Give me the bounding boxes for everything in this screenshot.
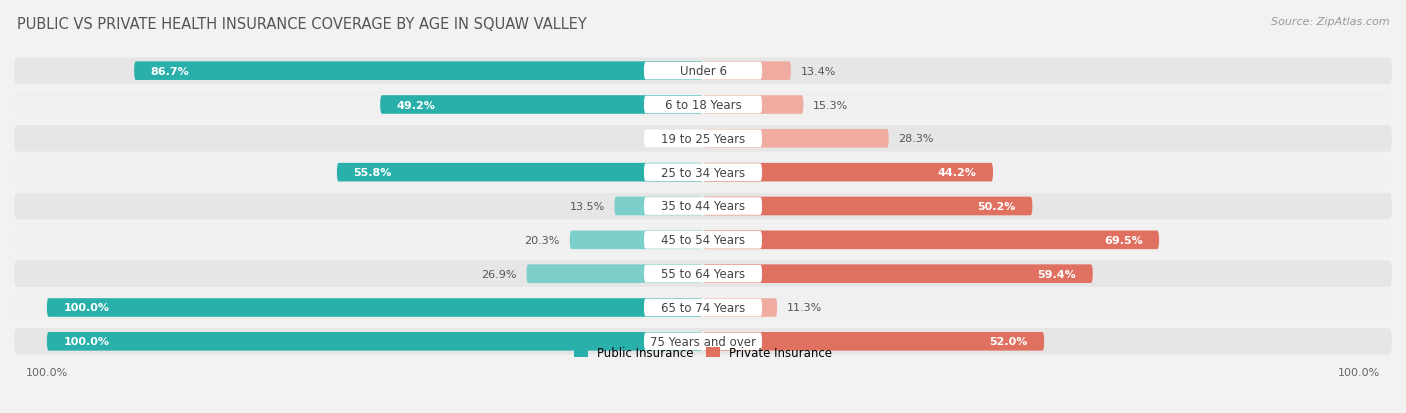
Text: 69.5%: 69.5% <box>1104 235 1143 245</box>
Text: 45 to 54 Years: 45 to 54 Years <box>661 234 745 247</box>
Text: 100.0%: 100.0% <box>63 303 110 313</box>
FancyBboxPatch shape <box>703 62 792 81</box>
FancyBboxPatch shape <box>14 193 1392 220</box>
Text: 49.2%: 49.2% <box>396 100 436 110</box>
FancyBboxPatch shape <box>703 164 993 182</box>
FancyBboxPatch shape <box>703 130 889 148</box>
FancyBboxPatch shape <box>703 299 778 317</box>
FancyBboxPatch shape <box>644 299 762 317</box>
FancyBboxPatch shape <box>14 294 1392 321</box>
FancyBboxPatch shape <box>14 159 1392 186</box>
FancyBboxPatch shape <box>703 332 1045 351</box>
FancyBboxPatch shape <box>703 231 1159 249</box>
Text: 65 to 74 Years: 65 to 74 Years <box>661 301 745 314</box>
Text: 11.3%: 11.3% <box>787 303 823 313</box>
Text: 26.9%: 26.9% <box>481 269 516 279</box>
Text: 86.7%: 86.7% <box>150 66 190 76</box>
FancyBboxPatch shape <box>644 63 762 80</box>
Text: 35 to 44 Years: 35 to 44 Years <box>661 200 745 213</box>
Text: 55.8%: 55.8% <box>353 168 392 178</box>
FancyBboxPatch shape <box>644 130 762 148</box>
FancyBboxPatch shape <box>644 265 762 283</box>
Text: 100.0%: 100.0% <box>63 337 110 347</box>
FancyBboxPatch shape <box>337 164 703 182</box>
FancyBboxPatch shape <box>703 96 803 114</box>
Text: 20.3%: 20.3% <box>524 235 560 245</box>
FancyBboxPatch shape <box>46 332 703 351</box>
FancyBboxPatch shape <box>644 333 762 350</box>
Text: 19 to 25 Years: 19 to 25 Years <box>661 133 745 145</box>
Text: 75 Years and over: 75 Years and over <box>650 335 756 348</box>
Text: 13.5%: 13.5% <box>569 202 605 211</box>
FancyBboxPatch shape <box>14 126 1392 152</box>
Text: 55 to 64 Years: 55 to 64 Years <box>661 268 745 280</box>
Text: 6 to 18 Years: 6 to 18 Years <box>665 99 741 112</box>
Legend: Public Insurance, Private Insurance: Public Insurance, Private Insurance <box>569 342 837 364</box>
FancyBboxPatch shape <box>14 92 1392 119</box>
Text: PUBLIC VS PRIVATE HEALTH INSURANCE COVERAGE BY AGE IN SQUAW VALLEY: PUBLIC VS PRIVATE HEALTH INSURANCE COVER… <box>17 17 586 31</box>
FancyBboxPatch shape <box>644 231 762 249</box>
Text: 44.2%: 44.2% <box>938 168 977 178</box>
FancyBboxPatch shape <box>14 261 1392 287</box>
Text: 52.0%: 52.0% <box>990 337 1028 347</box>
Text: 50.2%: 50.2% <box>977 202 1017 211</box>
Text: 28.3%: 28.3% <box>898 134 934 144</box>
FancyBboxPatch shape <box>703 265 1092 283</box>
Text: Source: ZipAtlas.com: Source: ZipAtlas.com <box>1271 17 1389 26</box>
FancyBboxPatch shape <box>644 164 762 182</box>
Text: 25 to 34 Years: 25 to 34 Years <box>661 166 745 179</box>
FancyBboxPatch shape <box>380 96 703 114</box>
FancyBboxPatch shape <box>569 231 703 249</box>
FancyBboxPatch shape <box>526 265 703 283</box>
FancyBboxPatch shape <box>614 197 703 216</box>
FancyBboxPatch shape <box>703 197 1032 216</box>
FancyBboxPatch shape <box>46 299 703 317</box>
FancyBboxPatch shape <box>134 62 703 81</box>
FancyBboxPatch shape <box>644 198 762 215</box>
FancyBboxPatch shape <box>14 227 1392 254</box>
Text: 13.4%: 13.4% <box>801 66 837 76</box>
FancyBboxPatch shape <box>644 96 762 114</box>
FancyBboxPatch shape <box>14 58 1392 85</box>
Text: 15.3%: 15.3% <box>813 100 848 110</box>
FancyBboxPatch shape <box>14 328 1392 355</box>
Text: 59.4%: 59.4% <box>1038 269 1077 279</box>
Text: Under 6: Under 6 <box>679 65 727 78</box>
